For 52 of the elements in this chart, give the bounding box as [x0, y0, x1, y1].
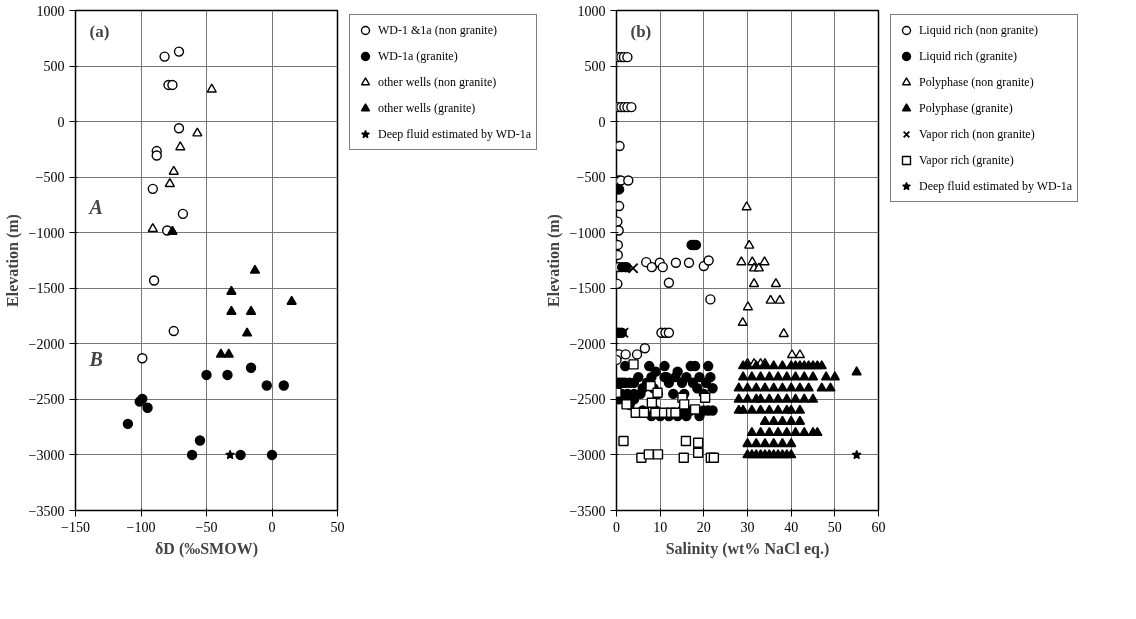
- y-tick-label: −2500: [28, 392, 65, 408]
- text: (b): [630, 21, 652, 41]
- x-tick-label: 10: [653, 519, 668, 535]
- x-tick-label: 0: [268, 519, 276, 535]
- y-tick-label: −3500: [569, 503, 606, 519]
- y-tick-label: −1000: [569, 225, 606, 241]
- legend-label: WD-1a (granite): [378, 48, 458, 64]
- legend-label: Liquid rich (granite): [919, 48, 1017, 64]
- x-tick-label: −100: [126, 519, 156, 535]
- x-tick-label: 0: [613, 519, 620, 535]
- y-axis-title: Elevation (m): [544, 214, 563, 307]
- y-tick-label: 0: [598, 114, 606, 130]
- legend-label: other wells (non granite): [378, 74, 497, 90]
- annotation: A: [87, 196, 103, 219]
- legend-label: Vapor rich (granite): [919, 152, 1014, 168]
- y-tick-label: −3000: [28, 447, 65, 463]
- x-tick-label: 50: [330, 519, 345, 535]
- x-tick-label: 20: [696, 519, 711, 535]
- y-tick-label: 0: [57, 114, 65, 130]
- annotation: B: [88, 347, 103, 370]
- legend-label: WD-1 &1a (non granite): [378, 22, 497, 38]
- y-tick-label: −500: [576, 170, 606, 186]
- y-tick-label: −500: [35, 170, 65, 186]
- legend-label: Vapor rich (non granite): [919, 126, 1035, 142]
- y-tick-label: −2500: [569, 392, 606, 408]
- x-tick-label: −150: [61, 519, 90, 535]
- y-tick-label: −2000: [28, 336, 65, 352]
- y-tick-label: 1000: [577, 3, 606, 19]
- x-tick-label: 30: [740, 519, 755, 535]
- legend-label: Deep fluid estimated by WD-1a: [919, 178, 1073, 194]
- x-axis-title: Salinity (wt% NaCl eq.): [665, 539, 830, 558]
- y-tick-label: −1500: [569, 281, 606, 297]
- y-tick-label: 1000: [36, 3, 65, 19]
- x-axis-title: δD (‰SMOW): [155, 539, 258, 558]
- y-tick-label: −1500: [28, 281, 65, 297]
- y-tick-label: −2000: [569, 336, 606, 352]
- y-tick-label: 500: [584, 59, 606, 75]
- y-tick-label: −1000: [28, 225, 65, 241]
- y-tick-label: 500: [43, 59, 65, 75]
- y-tick-label: −3000: [569, 447, 606, 463]
- legend-label: Deep fluid estimated by WD-1a: [378, 126, 532, 142]
- legend-label: Polyphase (non granite): [919, 74, 1034, 90]
- x-tick-label: −50: [195, 519, 218, 535]
- x-tick-label: 50: [827, 519, 842, 535]
- legend-label: other wells (granite): [378, 100, 476, 116]
- y-tick-label: −3500: [28, 503, 65, 519]
- x-tick-label: 60: [871, 519, 886, 535]
- legend-label: Liquid rich (non granite): [919, 22, 1038, 38]
- text: (a): [89, 21, 110, 41]
- y-axis-title: Elevation (m): [3, 214, 22, 307]
- legend-label: Polyphase (granite): [919, 100, 1013, 116]
- x-tick-label: 40: [784, 519, 799, 535]
